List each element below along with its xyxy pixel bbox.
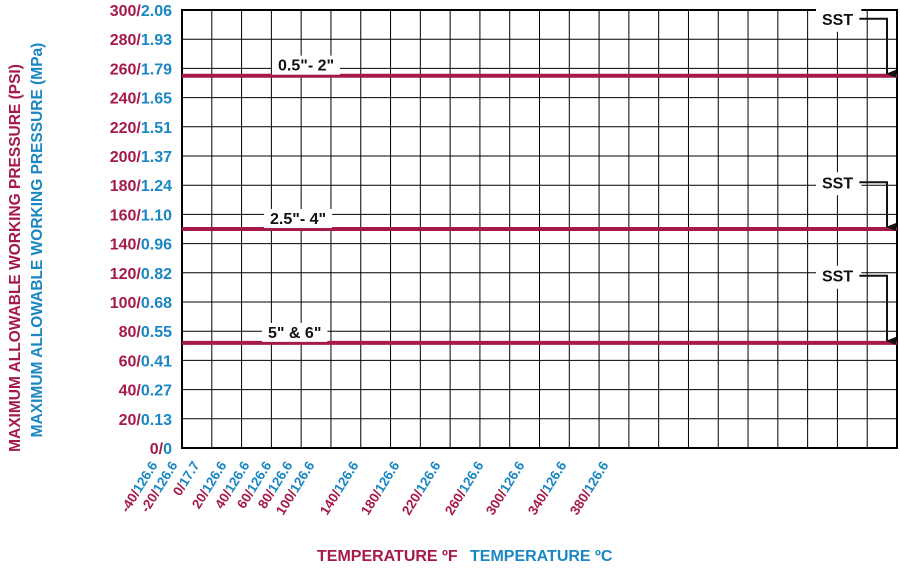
sst-arrow	[859, 274, 896, 345]
y-tick-mpa: 0.55	[141, 324, 172, 341]
y-tick-psi: 180/	[110, 178, 142, 195]
y-axis-title-psi: MAXIMUM ALLOWABLE WORKING PRESSURE (PSI)	[7, 64, 24, 452]
sst-label: SST	[822, 269, 853, 286]
y-tick-label: 300/2.06	[110, 3, 172, 20]
series-lines: 0.5"- 2" 2.5"- 4" 5" & 6"	[182, 55, 897, 345]
y-tick-psi: 280/	[110, 32, 142, 49]
y-tick-psi: 260/	[110, 61, 142, 78]
y-tick-label: 180/1.24	[110, 178, 172, 195]
x-tick-c: 17.7	[176, 459, 203, 489]
y-tick-mpa: 0.41	[141, 353, 172, 370]
y-tick-label: 280/1.93	[110, 32, 172, 49]
y-tick-psi: 20/	[119, 412, 142, 429]
y-tick-label: 80/0.55	[119, 324, 172, 341]
y-tick-psi: 40/	[119, 383, 142, 400]
y-tick-psi: 160/	[110, 207, 142, 224]
y-tick-mpa: 1.79	[141, 61, 172, 78]
y-tick-label: 0/0	[150, 441, 172, 458]
sst-label-background	[816, 265, 862, 289]
y-tick-label: 140/0.96	[110, 237, 172, 254]
y-tick-label: 240/1.65	[110, 91, 172, 108]
sst-arrow	[859, 17, 896, 78]
series-label: 5" & 6"	[268, 325, 321, 342]
x-tick-labels: -40/126.6-20/126.60/17.720/126.640/126.6…	[118, 458, 612, 517]
y-tick-label: 120/0.82	[110, 266, 172, 283]
y-tick-label: 100/0.68	[110, 295, 172, 312]
sst-label-background	[816, 172, 862, 196]
sst-label: SST	[822, 175, 853, 192]
x-tick-label: 180/126.6	[358, 458, 403, 517]
y-tick-mpa: 0	[163, 441, 172, 458]
y-tick-label: 60/0.41	[119, 353, 172, 370]
y-axis-title-mpa: MAXIMUM ALLOWABLE WORKING PRESSURE (MPa)	[29, 43, 46, 438]
y-tick-labels: 0/020/0.1340/0.2760/0.4180/0.55100/0.681…	[110, 3, 172, 458]
y-tick-mpa: 0.96	[141, 237, 172, 254]
x-tick-c: 126.6	[413, 458, 444, 495]
y-tick-mpa: 1.51	[141, 120, 172, 137]
y-tick-psi: 0/	[150, 441, 164, 458]
series-label: 0.5"- 2"	[278, 58, 334, 75]
x-tick-label: 220/126.6	[399, 458, 444, 517]
y-tick-mpa: 1.37	[141, 149, 172, 166]
y-tick-mpa: 1.93	[141, 32, 172, 49]
x-tick-label: 340/126.6	[525, 458, 570, 517]
y-tick-mpa: 0.27	[141, 383, 172, 400]
y-tick-psi: 120/	[110, 266, 142, 283]
x-axis-title-f: TEMPERATURE ºF	[317, 548, 458, 565]
x-tick-label: 300/126.6	[483, 458, 528, 517]
y-tick-mpa: 1.65	[141, 91, 172, 108]
x-tick-c: 126.6	[497, 458, 528, 495]
series-label-background	[264, 209, 333, 228]
x-tick-label: 140/126.6	[317, 458, 362, 517]
y-tick-mpa: 0.13	[141, 412, 172, 429]
y-tick-psi: 100/	[110, 295, 142, 312]
y-tick-mpa: 1.24	[141, 178, 172, 195]
y-tick-label: 160/1.10	[110, 207, 172, 224]
sst-label: SST	[822, 12, 853, 29]
y-tick-label: 200/1.37	[110, 149, 172, 166]
series-label: 2.5"- 4"	[270, 211, 326, 228]
series-label-background	[272, 55, 341, 75]
y-tick-label: 20/0.13	[119, 412, 172, 429]
y-tick-psi: 80/	[119, 324, 142, 341]
x-tick-c: 126.6	[581, 458, 612, 495]
y-tick-psi: 300/	[110, 3, 142, 20]
x-tick-c: 126.6	[539, 458, 570, 495]
y-tick-label: 40/0.27	[119, 383, 172, 400]
x-tick-c: 126.6	[287, 458, 318, 495]
y-tick-psi: 240/	[110, 91, 142, 108]
x-axis-title-c: TEMPERATURE ºC	[470, 548, 613, 565]
x-tick-label: 260/126.6	[442, 458, 487, 517]
y-tick-psi: 200/	[110, 149, 142, 166]
y-tick-psi: 220/	[110, 120, 142, 137]
sst-annotations: SST SST SST	[816, 8, 896, 345]
x-tick-c: 126.6	[331, 458, 362, 495]
y-tick-label: 260/1.79	[110, 61, 172, 78]
sst-arrow	[859, 181, 896, 231]
x-tick-c: 126.6	[372, 458, 403, 495]
y-tick-mpa: 0.82	[141, 266, 172, 283]
y-tick-psi: 140/	[110, 237, 142, 254]
y-tick-mpa: 1.10	[141, 207, 172, 224]
series-label-background	[262, 322, 328, 342]
sst-label-background	[816, 8, 862, 32]
y-tick-mpa: 2.06	[141, 3, 172, 20]
x-tick-c: 126.6	[456, 458, 487, 495]
x-tick-label: 380/126.6	[567, 458, 612, 517]
y-tick-mpa: 0.68	[141, 295, 172, 312]
y-tick-label: 220/1.51	[110, 120, 172, 137]
y-tick-psi: 60/	[119, 353, 142, 370]
